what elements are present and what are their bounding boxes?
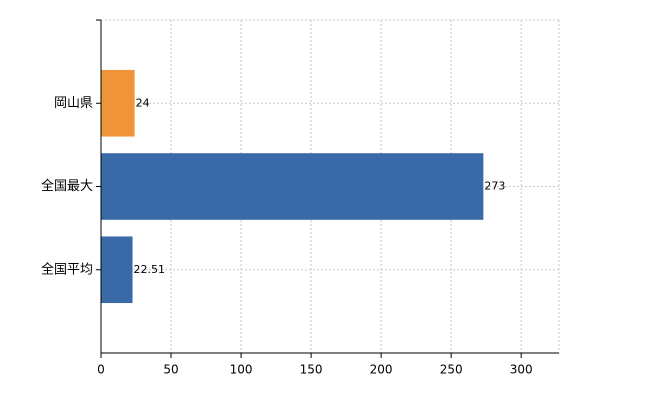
x-tick-label: 300 <box>510 363 533 377</box>
x-tick-label: 50 <box>163 363 178 377</box>
y-tick-label: 全国最大 <box>41 178 93 194</box>
y-tick-label: 全国平均 <box>41 261 93 277</box>
x-tick-label: 100 <box>230 363 253 377</box>
value-label: 273 <box>484 180 505 193</box>
x-tick-label: 250 <box>440 363 463 377</box>
bar <box>101 153 484 220</box>
bar <box>101 236 133 304</box>
value-label: 24 <box>136 96 150 109</box>
x-tick-label: 0 <box>97 363 105 377</box>
x-tick-label: 150 <box>300 363 323 377</box>
x-tick-label: 200 <box>370 363 393 377</box>
bar <box>101 69 135 137</box>
value-label: 22.51 <box>134 263 166 276</box>
y-tick-label: 岡山県 <box>54 96 93 111</box>
